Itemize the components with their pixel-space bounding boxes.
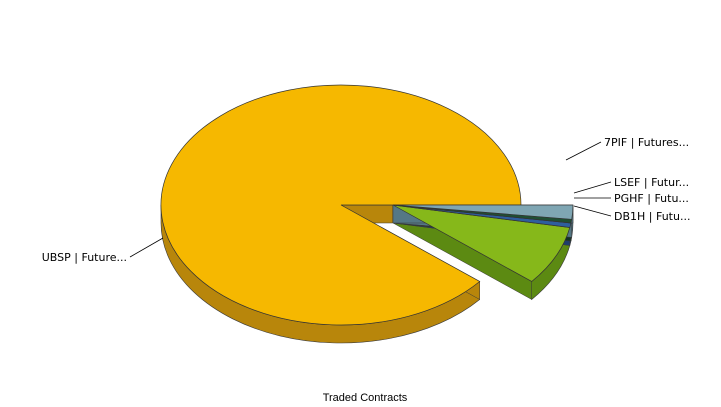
slice-db1h[interactable] [392,204,574,220]
slice-label-7pif: 7PIF | Futures... [604,136,689,149]
slice-label-ubsp: UBSP | Future... [42,251,127,264]
leader-line-lsef [573,181,612,194]
pie-slices [160,84,574,326]
slice-7pif[interactable] [392,204,571,282]
slice-label-lsef: LSEF | Futur... [614,176,689,189]
slice-ubsp[interactable] [160,84,522,326]
leader-lines [129,141,612,258]
leader-line-ubsp [129,237,164,258]
slice-labels: UBSP | Future... 7PIF | Futures... LSEF | … [42,136,691,264]
chart-title: Traded Contracts [323,392,408,404]
leader-line-7pif [565,141,602,161]
leader-line-db1h [573,205,612,217]
slice-label-pghf: PGHF | Futu... [614,192,689,205]
slice-label-db1h: DB1H | Futu... [614,210,690,223]
